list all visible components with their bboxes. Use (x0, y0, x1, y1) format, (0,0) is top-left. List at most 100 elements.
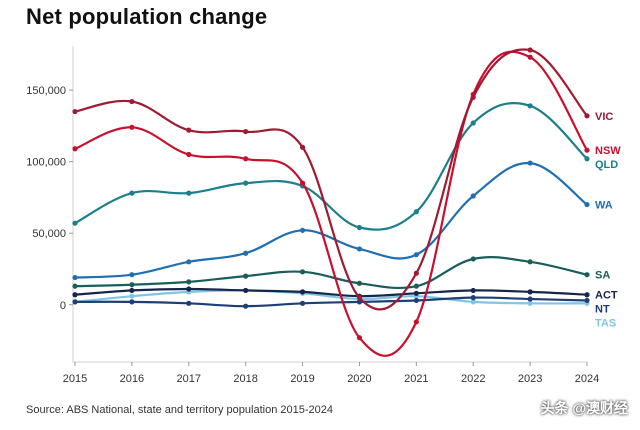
x-tick-label: 2022 (461, 373, 485, 385)
data-point-qld (129, 190, 135, 196)
data-point-wa (413, 252, 419, 258)
data-point-tas (470, 299, 476, 305)
data-point-sa (584, 272, 590, 278)
data-point-act (129, 287, 135, 294)
series-label-vic: VIC (595, 111, 613, 123)
data-point-sa (186, 279, 192, 285)
series-line-tas (73, 289, 589, 305)
data-point-nt (72, 299, 78, 305)
data-point-act (413, 290, 419, 296)
data-point-act (527, 289, 533, 295)
data-point-nsw (72, 146, 78, 152)
data-point-wa (470, 193, 476, 199)
data-point-sa (129, 282, 135, 288)
chart-source: Source: ABS National, state and territor… (26, 404, 333, 416)
data-point-nt (584, 297, 590, 304)
series-label-nt: NT (595, 304, 610, 316)
series-line-qld (73, 102, 589, 231)
chart-title: Net population change (26, 4, 268, 29)
data-point-qld (584, 156, 590, 162)
series-label-qld: QLD (595, 159, 618, 171)
data-point-sa (72, 283, 78, 289)
data-point-qld (470, 120, 476, 126)
x-tick-label: 2024 (575, 373, 599, 385)
data-point-sa (470, 256, 476, 262)
data-point-wa (356, 246, 363, 252)
x-tick-label: 2017 (177, 373, 201, 385)
data-point-act (584, 292, 590, 298)
data-point-nsw (584, 147, 590, 153)
data-point-qld (72, 220, 78, 226)
x-tick-label: 2021 (404, 373, 428, 385)
data-point-act (243, 287, 249, 294)
data-point-vic (129, 98, 135, 105)
y-tick-label: 50,000 (32, 228, 66, 240)
data-point-qld (356, 224, 363, 231)
data-point-nt (129, 299, 135, 305)
x-tick-label: 2018 (233, 373, 257, 385)
data-point-vic (470, 94, 476, 100)
series-line-nt (73, 296, 589, 308)
data-point-wa (186, 259, 192, 265)
watermark-logo: 头条 @澳财经 (540, 400, 628, 416)
series-label-tas: TAS (595, 318, 616, 330)
series-line-nsw (73, 50, 589, 357)
x-tick-label: 2019 (290, 373, 314, 385)
data-point-nsw (527, 54, 533, 60)
series-line-act (73, 287, 589, 298)
data-point-vic (413, 270, 419, 276)
data-point-nt (413, 297, 419, 304)
series-label-act: ACT (595, 290, 618, 302)
data-point-nsw (413, 319, 419, 325)
data-point-qld (243, 180, 249, 186)
data-point-tas (527, 300, 533, 306)
data-point-sa (413, 283, 419, 289)
data-point-vic (584, 113, 590, 119)
data-point-sa (243, 273, 249, 279)
data-point-wa (584, 201, 590, 208)
data-point-qld (186, 190, 192, 196)
series-label-nsw: NSW (595, 145, 621, 157)
data-point-nt (527, 296, 533, 302)
data-point-sa (527, 259, 533, 265)
series-line-wa (73, 161, 589, 279)
data-point-wa (527, 160, 533, 166)
data-point-vic (72, 108, 78, 115)
series-line-vic (73, 48, 589, 311)
data-point-wa (243, 250, 249, 256)
x-tick-label: 2020 (347, 373, 371, 385)
data-point-qld (527, 103, 533, 109)
data-point-nt (299, 300, 306, 306)
data-point-act (299, 289, 306, 295)
y-tick-label: 100,000 (26, 157, 66, 169)
y-tick-label: 150,000 (26, 85, 66, 97)
data-point-vic (243, 128, 249, 135)
y-tick-label: 0 (60, 300, 66, 312)
data-point-wa (72, 274, 78, 281)
data-point-qld (413, 209, 419, 215)
x-tick-label: 2016 (120, 373, 144, 385)
data-point-act (470, 287, 476, 294)
data-point-nsw (299, 180, 306, 186)
data-point-act (72, 292, 78, 298)
data-point-nt (243, 303, 249, 309)
data-point-act (186, 286, 192, 292)
data-point-nsw (356, 335, 363, 341)
data-point-nsw (186, 151, 192, 158)
data-point-nsw (129, 124, 135, 130)
x-tick-label: 2023 (518, 373, 542, 385)
data-point-vic (527, 47, 533, 53)
data-point-vic (186, 127, 192, 133)
data-point-nt (186, 300, 192, 306)
data-point-nt (470, 295, 476, 301)
series-label-sa: SA (595, 270, 610, 282)
data-point-sa (299, 269, 306, 275)
data-point-nsw (243, 156, 249, 162)
data-point-wa (299, 227, 306, 233)
data-point-tas (129, 293, 135, 299)
data-point-vic (299, 144, 306, 150)
data-point-sa (356, 280, 363, 286)
series-label-wa: WA (595, 200, 613, 212)
